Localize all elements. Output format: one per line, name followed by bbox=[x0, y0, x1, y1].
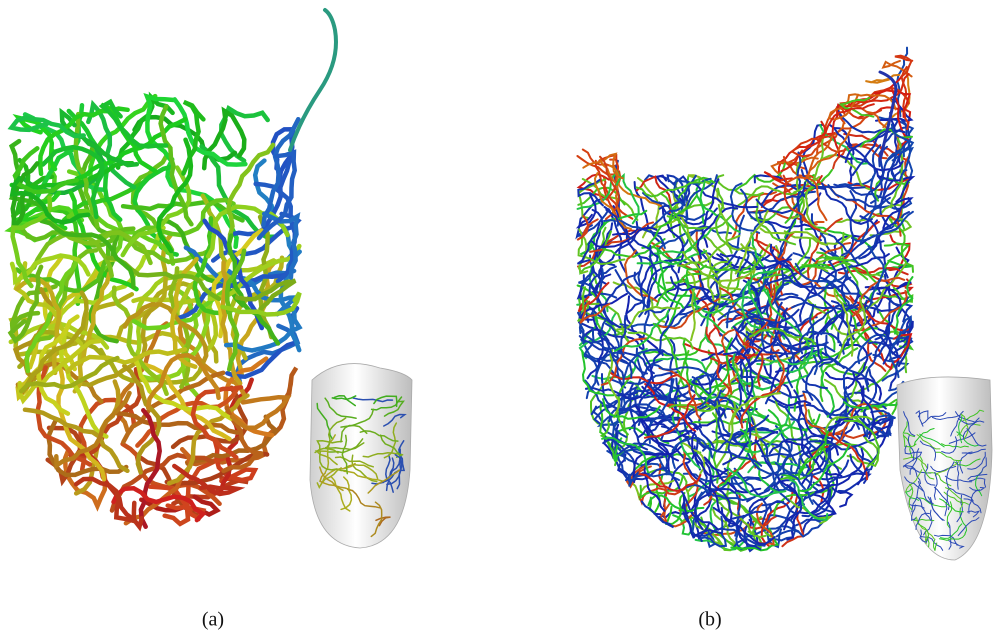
page: (a) (b) (() => { const data = JSON.parse… bbox=[0, 0, 997, 635]
vessel bbox=[290, 10, 336, 150]
vessel bbox=[652, 364, 720, 379]
caption-b: (b) bbox=[698, 609, 721, 631]
figure: (a) (b) bbox=[0, 0, 997, 635]
vessel-tree-a bbox=[10, 10, 336, 527]
vessel bbox=[631, 481, 673, 498]
vessel-tree-b bbox=[577, 48, 913, 551]
vessel bbox=[123, 444, 220, 504]
caption-a: (a) bbox=[202, 609, 224, 631]
